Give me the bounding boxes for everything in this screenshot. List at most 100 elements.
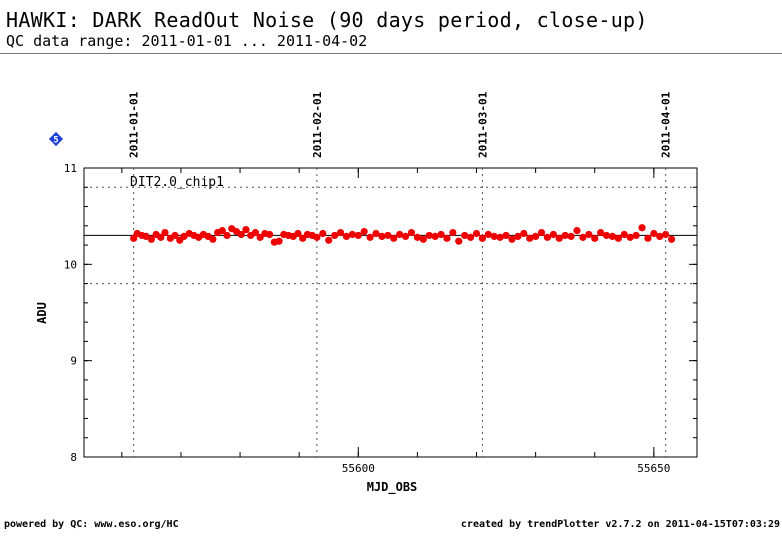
data-point	[650, 229, 658, 238]
data-point	[443, 234, 451, 242]
data-point	[218, 227, 226, 235]
data-point	[419, 235, 427, 243]
data-point	[466, 233, 475, 241]
x-axis-label: MJD_OBS	[367, 480, 418, 495]
data-point	[360, 227, 368, 236]
data-point	[585, 230, 593, 239]
data-point	[567, 232, 575, 240]
data-point	[407, 228, 416, 237]
data-point	[602, 231, 611, 240]
data-point	[325, 236, 333, 244]
data-point	[319, 229, 327, 238]
marker-badge: 5	[48, 131, 64, 147]
data-point	[354, 231, 362, 240]
data-point	[401, 232, 410, 240]
marker-label: 5	[53, 136, 58, 146]
data-point	[413, 233, 421, 241]
data-point	[147, 235, 155, 243]
data-point	[378, 232, 386, 240]
data-point	[472, 229, 481, 238]
data-point	[549, 230, 557, 239]
data-point	[313, 233, 321, 241]
data-point	[390, 234, 398, 242]
data-point	[266, 230, 274, 239]
data-point	[508, 235, 516, 243]
date-labels: 2011-01-01 2011-02-01 2011-03-01 2011-04-01	[128, 91, 673, 158]
data-point	[632, 231, 640, 240]
date-label: 2011-04-01	[660, 91, 673, 158]
y-tick-label: 9	[70, 355, 77, 368]
data-point	[502, 231, 510, 240]
data-point	[543, 233, 552, 241]
data-point	[537, 228, 546, 237]
data-point	[644, 234, 652, 242]
data-point	[620, 230, 628, 239]
data-point	[520, 229, 528, 238]
data-point	[331, 231, 339, 240]
data-point	[180, 232, 188, 240]
date-label: 2011-03-01	[476, 91, 489, 158]
data-point	[591, 234, 599, 242]
data-point	[294, 229, 302, 238]
data-point	[223, 231, 231, 240]
data-point	[237, 230, 245, 239]
y-axis-label: ADU	[35, 302, 49, 324]
data-point	[490, 232, 498, 240]
data-point	[656, 232, 664, 240]
data-point	[242, 226, 250, 234]
data-point	[437, 230, 445, 239]
data-point	[526, 234, 534, 242]
data-point	[555, 234, 563, 242]
data-point	[171, 231, 179, 240]
data-point	[496, 233, 504, 241]
data-point	[384, 231, 392, 240]
data-point	[667, 235, 676, 243]
data-point	[142, 232, 150, 240]
data-point	[372, 229, 380, 238]
data-point	[532, 232, 540, 240]
data-point	[342, 232, 351, 240]
data-point	[597, 228, 605, 237]
data-point	[579, 233, 587, 241]
data-point	[209, 235, 217, 243]
y-tick-label: 8	[70, 451, 77, 464]
y-tick-label: 10	[64, 258, 77, 271]
data-point	[425, 231, 433, 240]
y-tick-label: 11	[64, 162, 77, 175]
data-point	[396, 230, 404, 239]
data-point	[449, 228, 457, 237]
data-point	[348, 230, 356, 239]
data-point	[478, 234, 487, 242]
data-point	[431, 232, 439, 240]
page-title: HAWKI: DARK ReadOut Noise (90 days perio…	[6, 8, 648, 32]
data-point	[157, 233, 165, 241]
plot-area: 8 9 10 11 55600 55650	[64, 162, 698, 475]
page-subtitle: QC data range: 2011-01-01 ... 2011-04-02	[6, 32, 368, 50]
data-point	[573, 227, 581, 235]
data-point	[638, 224, 646, 232]
data-point	[275, 237, 283, 245]
data-point	[662, 230, 670, 239]
date-label: 2011-01-01	[128, 91, 141, 158]
footer-credit: powered by QC: www.eso.org/HC	[4, 519, 179, 530]
data-point	[461, 231, 469, 240]
data-point	[608, 232, 617, 240]
data-point	[626, 233, 634, 241]
data-point	[366, 233, 374, 241]
data-point	[561, 231, 569, 240]
date-label: 2011-02-01	[311, 91, 324, 158]
x-tick-label: 55600	[342, 462, 375, 475]
data-point	[614, 234, 622, 242]
header-divider	[0, 53, 782, 54]
data-point	[455, 237, 463, 245]
data-point	[251, 228, 260, 237]
x-tick-label: 55650	[637, 462, 670, 475]
footer-generator: created by trendPlotter v2.7.2 on 2011-0…	[460, 519, 780, 530]
data-point	[484, 230, 492, 239]
data-point	[514, 232, 522, 240]
data-point	[336, 228, 345, 237]
data-point	[161, 228, 169, 237]
panel-label: DIT2.0_chip1	[130, 175, 224, 190]
